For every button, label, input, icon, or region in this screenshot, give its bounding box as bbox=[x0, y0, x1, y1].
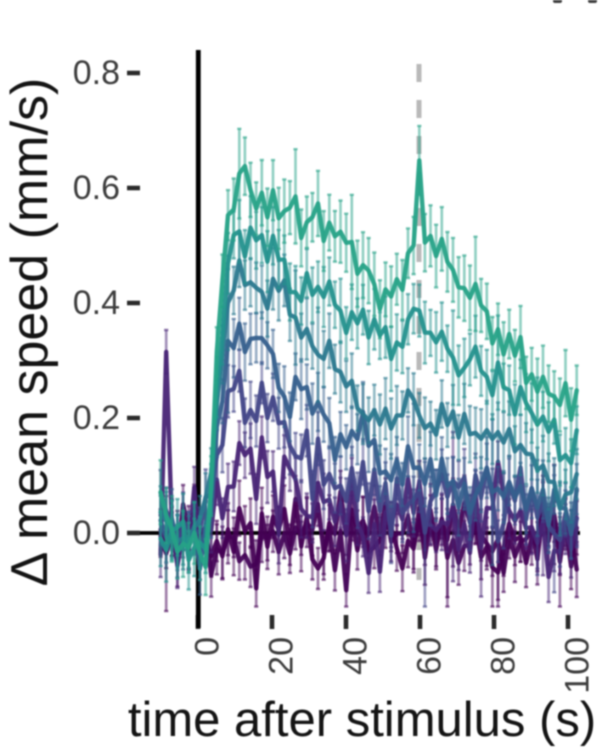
svg-text:20: 20 bbox=[263, 637, 301, 675]
svg-text:80: 80 bbox=[485, 637, 523, 675]
svg-text:0.6: 0.6 bbox=[73, 169, 120, 207]
svg-text:Δ mean speed (mm/s): Δ mean speed (mm/s) bbox=[1, 78, 59, 587]
svg-text:40: 40 bbox=[337, 637, 375, 675]
svg-text:60: 60 bbox=[411, 637, 449, 675]
svg-text:0.4: 0.4 bbox=[73, 284, 120, 322]
svg-text:0.2: 0.2 bbox=[73, 399, 120, 437]
svg-text:0: 0 bbox=[189, 637, 227, 656]
svg-text:0.0: 0.0 bbox=[73, 514, 120, 552]
svg-text:time after stimulus (s): time after stimulus (s) bbox=[128, 693, 596, 747]
svg-text:0.8: 0.8 bbox=[73, 54, 120, 92]
svg-text:100: 100 bbox=[559, 637, 597, 694]
